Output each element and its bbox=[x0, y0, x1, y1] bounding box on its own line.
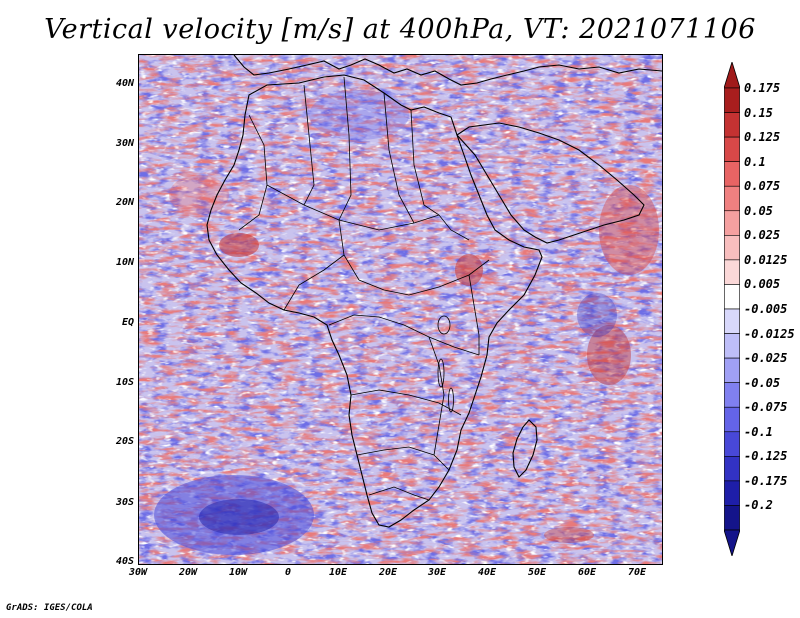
colorbar-svg bbox=[723, 60, 741, 558]
feature-ascent-atlantic bbox=[169, 175, 229, 215]
colorbar-level-label: 0.125 bbox=[744, 130, 781, 145]
lon-tick-label: 30E bbox=[427, 567, 447, 578]
colorbar-level-label: 0.005 bbox=[744, 277, 781, 292]
colorbar-level-label: 0.175 bbox=[744, 81, 781, 95]
lat-tick-label: 10S bbox=[115, 377, 134, 388]
vertical-velocity-field bbox=[139, 55, 662, 564]
lon-tick-label: 50E bbox=[527, 567, 547, 578]
lon-tick-label: 10W bbox=[228, 567, 248, 578]
colorbar-level-label: -0.05 bbox=[744, 375, 781, 390]
feature-ascent-indian-ocean bbox=[587, 325, 631, 385]
lat-tick-label: 30S bbox=[115, 497, 134, 508]
colorbar-swatch bbox=[724, 431, 740, 457]
lat-tick-label: 20N bbox=[115, 197, 134, 208]
feature-ascent-ethiopia bbox=[455, 254, 483, 286]
colorbar-level-label: -0.075 bbox=[744, 400, 788, 415]
colorbar-level-label: 0.075 bbox=[744, 179, 781, 194]
lake-tanganyika bbox=[437, 358, 445, 388]
colorbar-level-label: 0.0125 bbox=[744, 252, 788, 267]
lon-tick-label: 20W bbox=[178, 567, 198, 578]
arabia-coastline bbox=[456, 122, 645, 244]
colorbar-level-label: -0.125 bbox=[744, 449, 788, 464]
colorbar-swatch bbox=[724, 112, 740, 138]
lake-victoria bbox=[437, 315, 451, 335]
lon-tick-label: 20E bbox=[378, 567, 398, 578]
feature-descent-sahara bbox=[309, 90, 409, 140]
colorbar-swatch bbox=[724, 235, 740, 261]
colorbar-level-label: -0.1 bbox=[744, 424, 773, 439]
lat-tick-label: 40N bbox=[115, 78, 134, 89]
colorbar-swatch bbox=[724, 87, 740, 113]
lon-tick-label: 30W bbox=[128, 567, 148, 578]
feature-ascent-arabian-sea bbox=[599, 185, 659, 275]
colorbar-top-arrow bbox=[723, 60, 741, 89]
feature-strongest-descent bbox=[199, 499, 279, 535]
lon-tick-label: 70E bbox=[627, 567, 647, 578]
feature-descent-indian-ocean bbox=[577, 293, 617, 337]
map-title: Vertical velocity [m/s] at 400hPa, VT: 2… bbox=[44, 14, 756, 45]
colorbar-level-label: -0.175 bbox=[744, 473, 788, 488]
lon-tick-label: 60E bbox=[577, 567, 597, 578]
lat-tick-label: 10N bbox=[115, 257, 134, 268]
lon-tick-label: 40E bbox=[477, 567, 497, 578]
colorbar-bottom-arrow bbox=[723, 529, 741, 558]
colorbar-swatch bbox=[724, 259, 740, 285]
lake-malawi bbox=[448, 387, 454, 413]
colorbar-swatch bbox=[724, 161, 740, 187]
colorbar-level-label: -0.005 bbox=[744, 302, 788, 316]
colorbar-swatch bbox=[724, 284, 740, 310]
colorbar-swatch bbox=[724, 136, 740, 162]
country-borders bbox=[238, 76, 490, 501]
colorbar-level-label: -0.025 bbox=[744, 351, 788, 366]
colorbar-level-label: 0.025 bbox=[744, 228, 781, 243]
colorbar-level-label: 0.1 bbox=[744, 154, 766, 169]
feature-ascent-southern-ocean bbox=[544, 527, 594, 543]
colorbar-level-label: -0.0125 bbox=[744, 326, 795, 341]
colorbar-swatch bbox=[724, 406, 740, 433]
lat-tick-label: 30N bbox=[115, 138, 134, 149]
colorbar-swatch bbox=[724, 308, 740, 334]
colorbar-level-label: 0.05 bbox=[744, 203, 773, 218]
europe-coastline bbox=[233, 55, 662, 86]
colorbar-swatch bbox=[724, 382, 740, 408]
colorbar-swatch bbox=[724, 333, 740, 359]
colorbar bbox=[723, 60, 741, 558]
lon-tick-label: 0 bbox=[284, 567, 292, 578]
colorbar-swatch bbox=[724, 456, 740, 482]
colorbar-level-label: -0.2 bbox=[744, 498, 773, 513]
map-panel bbox=[138, 54, 663, 565]
lat-tick-label: 20S bbox=[115, 436, 134, 447]
madagascar-coastline bbox=[512, 419, 538, 478]
lon-tick-label: 10E bbox=[328, 567, 348, 578]
colorbar-swatch bbox=[724, 357, 740, 383]
colorbar-swatch bbox=[724, 210, 740, 236]
colorbar-swatch bbox=[724, 185, 740, 212]
lat-tick-label: EQ bbox=[121, 317, 134, 328]
colorbar-swatch bbox=[724, 505, 740, 531]
africa-coastline bbox=[206, 74, 543, 528]
lat-tick-label: 40S bbox=[115, 556, 134, 567]
grads-credit: GrADS: IGES/COLA bbox=[6, 603, 93, 613]
colorbar-swatch bbox=[724, 480, 740, 506]
colorbar-level-label: 0.15 bbox=[744, 105, 773, 120]
feature-ascent-west-africa bbox=[219, 233, 259, 257]
